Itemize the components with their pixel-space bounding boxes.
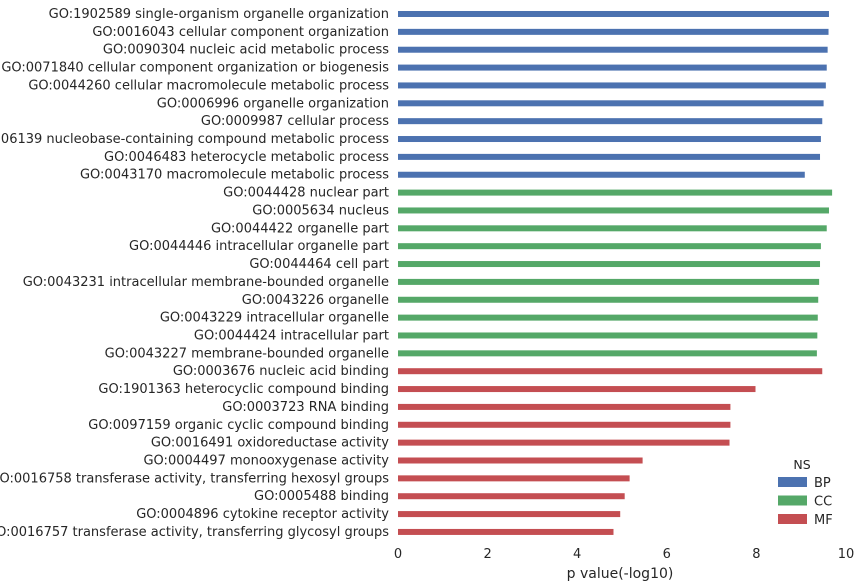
legend-title: NS bbox=[793, 457, 810, 472]
bar-bp bbox=[398, 153, 821, 160]
category-label: GO:0003676 nucleic acid binding bbox=[173, 364, 389, 379]
category-label: GO:0044424 intracellular part bbox=[194, 328, 389, 343]
x-tick-label: 6 bbox=[663, 547, 671, 562]
bar-bp bbox=[398, 11, 829, 17]
category-label: GO:0043227 membrane-bounded organelle bbox=[105, 346, 389, 361]
category-label: GO:0044260 cellular macromolecule metabo… bbox=[28, 78, 389, 93]
category-label: GO:0005634 nucleus bbox=[252, 203, 389, 218]
category-label: GO:0044422 organelle part bbox=[211, 221, 389, 236]
category-label: GO:0016491 oxidoreductase activity bbox=[151, 436, 389, 451]
category-label: GO:0006139 nucleobase-containing compoun… bbox=[0, 132, 389, 147]
bar-mf bbox=[398, 403, 731, 410]
bar-cc bbox=[398, 296, 819, 303]
category-label: GO:0044428 nuclear part bbox=[223, 186, 389, 201]
category-label: GO:0003723 RNA binding bbox=[222, 400, 389, 415]
legend-label-cc: CC bbox=[814, 495, 832, 510]
bar-bp bbox=[398, 46, 828, 53]
category-label: GO:0004896 cytokine receptor activity bbox=[136, 507, 389, 522]
category-label: GO:0071840 cellular component organizati… bbox=[1, 61, 389, 76]
category-label: GO:0005488 binding bbox=[254, 489, 389, 504]
category-label: GO:0097159 organic cyclic compound bindi… bbox=[88, 418, 389, 433]
bar-mf bbox=[398, 475, 630, 482]
category-label: GO:0046483 heterocycle metabolic process bbox=[104, 150, 389, 165]
category-label: GO:0009987 cellular process bbox=[201, 114, 389, 129]
x-tick-label: 0 bbox=[394, 547, 402, 562]
x-tick-label: 4 bbox=[573, 547, 581, 562]
category-labels: GO:1902589 single-organism organelle org… bbox=[0, 7, 389, 540]
category-label: GO:0043226 organelle bbox=[242, 293, 389, 308]
bar-cc bbox=[398, 314, 818, 321]
legend-swatch-mf bbox=[778, 514, 807, 524]
bar-cc bbox=[398, 261, 821, 268]
category-label: GO:1902589 single-organism organelle org… bbox=[49, 7, 389, 22]
bar-cc bbox=[398, 332, 818, 339]
category-label: GO:0016043 cellular component organizati… bbox=[92, 25, 389, 40]
bar-bp bbox=[398, 82, 826, 89]
category-label: GO:0016758 transferase activity, transfe… bbox=[0, 471, 389, 486]
legend: NS BP CC MF bbox=[778, 457, 833, 528]
bar-mf bbox=[398, 368, 823, 375]
category-label: GO:0043170 macromolecule metabolic proce… bbox=[80, 168, 389, 183]
bar-mf bbox=[398, 528, 614, 535]
x-tick-label: 2 bbox=[483, 547, 491, 562]
legend-label-bp: BP bbox=[814, 476, 831, 491]
category-label: GO:1901363 heterocyclic compound binding bbox=[98, 382, 389, 397]
bar-mf bbox=[398, 493, 625, 500]
bar-mf bbox=[398, 421, 731, 428]
bar-cc bbox=[398, 207, 829, 214]
bar-bp bbox=[398, 64, 827, 71]
x-tick-label: 8 bbox=[752, 547, 760, 562]
bar-mf bbox=[398, 439, 730, 446]
bar-bp bbox=[398, 100, 824, 107]
category-label: GO:0044446 intracellular organelle part bbox=[129, 239, 389, 254]
legend-swatch-cc bbox=[778, 495, 807, 506]
bar-cc bbox=[398, 278, 820, 285]
legend-swatch-bp bbox=[778, 477, 807, 487]
legend-label-mf: MF bbox=[814, 513, 833, 528]
category-label: GO:0004497 monooxygenase activity bbox=[143, 454, 389, 469]
bar-mf bbox=[398, 511, 621, 518]
bar-bp bbox=[398, 136, 821, 143]
bar-bp bbox=[398, 28, 829, 35]
category-label: GO:0043229 intracellular organelle bbox=[160, 311, 389, 326]
category-label: GO:0043231 intracellular membrane-bounde… bbox=[23, 275, 389, 290]
bars-layer bbox=[398, 11, 833, 535]
bar-bp bbox=[398, 118, 823, 125]
x-axis: 0 2 4 6 8 10 bbox=[394, 547, 854, 562]
category-label: GO:0016757 transferase activity, transfe… bbox=[0, 525, 389, 540]
bar-cc bbox=[398, 225, 827, 232]
x-tick-label: 10 bbox=[838, 547, 855, 562]
bar-cc bbox=[398, 189, 833, 196]
category-label: GO:0044464 cell part bbox=[249, 257, 389, 272]
x-axis-title: p value(-log10) bbox=[567, 566, 674, 582]
bar-mf bbox=[398, 457, 643, 464]
bar-bp bbox=[398, 171, 805, 178]
bar-cc bbox=[398, 350, 817, 357]
category-label: GO:0090304 nucleic acid metabolic proces… bbox=[103, 43, 389, 58]
bar-mf bbox=[398, 386, 756, 393]
bar-cc bbox=[398, 243, 821, 250]
category-label: GO:0006996 organelle organization bbox=[157, 96, 389, 111]
